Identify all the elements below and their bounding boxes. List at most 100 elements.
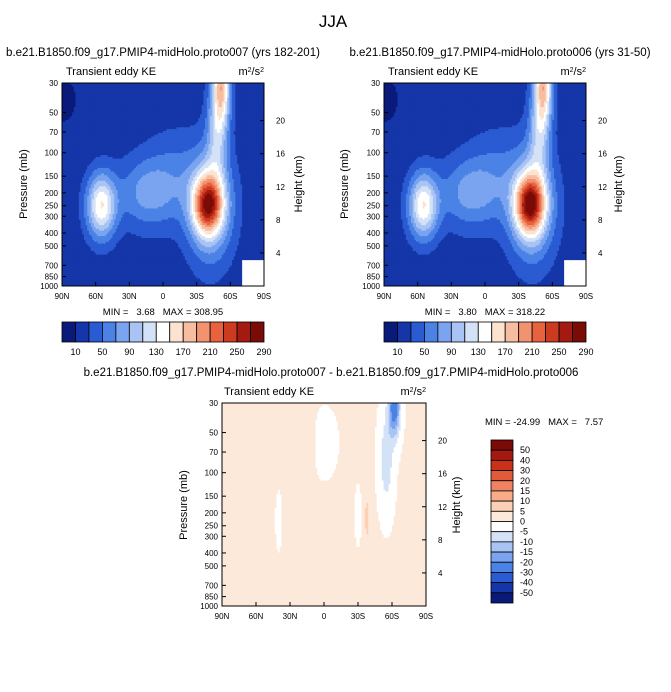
heatmap-cell — [260, 105, 263, 108]
heatmap-cell — [100, 134, 103, 137]
heatmap-cell — [253, 108, 256, 112]
heatmap-cell — [92, 106, 95, 110]
heatmap-cell — [245, 118, 248, 121]
heatmap-cell — [163, 103, 166, 106]
heatmap-cell — [252, 95, 255, 99]
heatmap-cell — [95, 132, 98, 136]
heatmap-cell — [225, 92, 228, 95]
heatmap-cell — [104, 99, 107, 102]
heatmap-cell — [166, 84, 169, 88]
heatmap-cell — [159, 125, 162, 128]
heatmap-cell — [82, 121, 85, 124]
heatmap-cell — [72, 95, 75, 99]
heatmap-cell — [205, 118, 208, 121]
heatmap-cell — [82, 84, 85, 88]
heatmap-cell — [262, 97, 264, 101]
heatmap-cell — [188, 123, 191, 126]
heatmap-cell — [237, 86, 240, 89]
heatmap-cell — [191, 129, 194, 132]
heatmap-cell — [107, 99, 110, 102]
heatmap-cell — [233, 132, 236, 136]
heatmap-cell — [87, 103, 90, 106]
heatmap-cell — [127, 101, 130, 104]
heatmap-cell — [110, 112, 113, 115]
heatmap-cell — [120, 103, 123, 106]
heatmap-cell — [80, 121, 83, 124]
heatmap-cell — [157, 84, 161, 88]
heatmap-cell — [97, 90, 100, 93]
heatmap-cell — [221, 112, 224, 115]
heatmap-cell — [210, 132, 213, 136]
heatmap-cell — [196, 90, 199, 93]
heatmap-cell — [213, 116, 216, 119]
heatmap-cell — [262, 130, 264, 134]
heatmap-cell — [166, 134, 169, 137]
heatmap-cell — [203, 114, 206, 117]
heatmap-cell — [70, 101, 73, 104]
heatmap-cell — [228, 134, 231, 137]
heatmap-cell — [218, 99, 221, 102]
heatmap-cell — [159, 83, 162, 86]
heatmap-cell — [211, 95, 214, 99]
heatmap-cell — [179, 121, 182, 124]
heatmap-cell — [169, 136, 172, 139]
heatmap-cell — [147, 136, 150, 139]
heatmap-cell — [186, 86, 189, 89]
heatmap-cell — [255, 94, 258, 97]
heatmap-cell — [220, 112, 223, 115]
heatmap-cell — [109, 136, 112, 139]
heatmap-cell — [189, 94, 193, 97]
heatmap-cell — [102, 103, 105, 106]
heatmap-cell — [174, 99, 177, 102]
heatmap-cell — [115, 84, 118, 88]
heatmap-cell — [176, 83, 179, 86]
heatmap-cell — [97, 130, 100, 134]
heatmap-cell — [161, 136, 164, 139]
heatmap-cell — [137, 123, 140, 126]
heatmap-cell — [127, 95, 130, 99]
heatmap-cell — [262, 95, 264, 99]
heatmap-cell — [93, 97, 97, 101]
heatmap-cell — [216, 90, 219, 93]
heatmap-cell — [144, 88, 147, 91]
heatmap-cell — [188, 88, 191, 91]
heatmap-cell — [156, 83, 159, 86]
heatmap-cell — [131, 121, 134, 124]
heatmap-cell — [194, 136, 198, 139]
heatmap-cell — [151, 127, 154, 130]
heatmap-cell — [226, 106, 230, 110]
heatmap-cell — [87, 134, 90, 137]
heatmap-cell — [196, 127, 199, 130]
heatmap-cell — [141, 134, 144, 137]
heatmap-cell — [221, 103, 224, 106]
heatmap-cell — [73, 84, 76, 88]
heatmap-cell — [141, 119, 144, 123]
heatmap-cell — [122, 83, 125, 86]
heatmap-cell — [228, 88, 231, 91]
heatmap-cell — [164, 136, 167, 139]
heatmap-cell — [88, 112, 92, 115]
heatmap-cell — [252, 119, 255, 123]
heatmap-cell — [92, 132, 95, 136]
heatmap-cell — [100, 83, 103, 86]
heatmap-cell — [211, 125, 214, 128]
heatmap-cell — [183, 112, 186, 115]
heatmap-cell — [161, 129, 164, 132]
heatmap-cell — [92, 105, 95, 108]
heatmap-cell — [232, 94, 235, 97]
heatmap-cell — [178, 110, 181, 113]
heatmap-cell — [225, 119, 228, 123]
heatmap-cell — [237, 132, 240, 136]
heatmap-cell — [173, 136, 176, 139]
heatmap-cell — [82, 83, 85, 86]
heatmap-cell — [109, 97, 112, 101]
heatmap-cell — [80, 92, 83, 95]
heatmap-cell — [146, 110, 149, 113]
heatmap-cell — [228, 106, 231, 110]
heatmap-cell — [181, 118, 184, 121]
heatmap-cell — [184, 136, 187, 139]
heatmap-cell — [166, 105, 169, 108]
heatmap-cell — [157, 101, 161, 104]
heatmap-cell — [119, 118, 122, 121]
heatmap-cell — [82, 123, 85, 126]
